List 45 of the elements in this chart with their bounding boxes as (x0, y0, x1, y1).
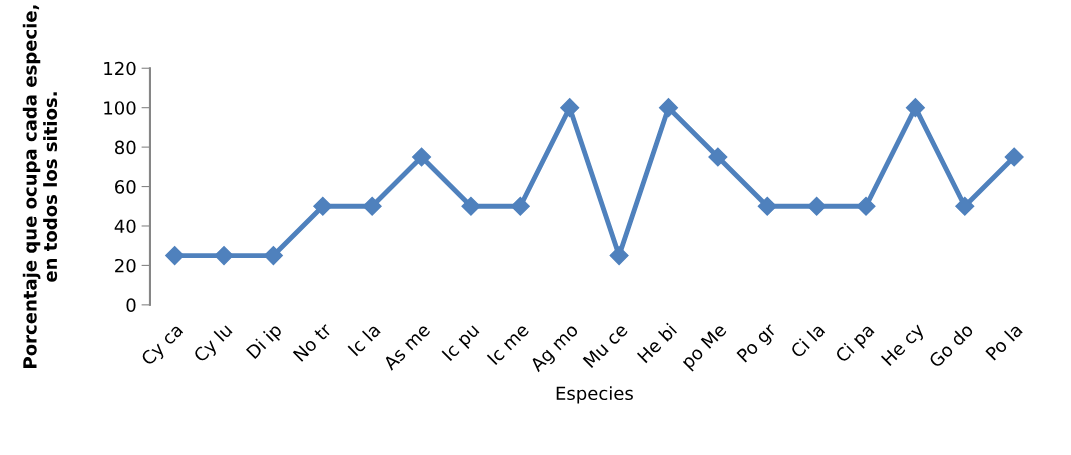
x-tick-label: Po la (984, 322, 1023, 361)
x-tick-label: Ag mo (529, 322, 582, 375)
point (1004, 147, 1024, 167)
point (510, 196, 530, 216)
x-axis-title: Especies (556, 386, 633, 404)
point (263, 246, 283, 266)
point (658, 98, 679, 118)
x-tick-label: po Me (680, 322, 730, 372)
y-tick-label: 60 (115, 180, 136, 194)
x-tick-label: Ic pu (441, 323, 483, 364)
point (807, 196, 827, 216)
x-tick-label: He bi (636, 322, 678, 364)
y-tick-label: 100 (104, 101, 136, 115)
point (165, 246, 185, 266)
x-tick-label: Cy lu (192, 322, 236, 366)
y-tick-label: 20 (115, 258, 136, 273)
x-tick-label: Mu ce (582, 322, 629, 369)
y-tick-label: 0 (126, 298, 136, 312)
point (905, 98, 925, 118)
x-tick-label: Po gr (736, 321, 780, 366)
point (362, 196, 382, 216)
point (560, 98, 580, 118)
x-tick-label: Di ip (245, 322, 286, 362)
x-tick-label: No tr (292, 321, 333, 362)
point (856, 196, 876, 216)
x-tick-label: Ci la (789, 322, 826, 359)
y-tick-label: 120 (104, 61, 136, 76)
point (412, 147, 432, 167)
y-axis-title: Porcentaje que ocupa cada especie, en todos los sitios. (22, 5, 58, 368)
point (609, 246, 629, 266)
point (461, 196, 481, 216)
point (708, 147, 728, 167)
x-tick-label: Ic me (486, 322, 530, 366)
x-tick-label: Ic la (347, 322, 381, 357)
point (757, 196, 777, 216)
x-tick-label: Ci pa (834, 322, 878, 366)
x-tick-label: Go do (927, 322, 974, 369)
x-tick-label: As me (382, 322, 431, 372)
point (313, 196, 333, 216)
point (214, 246, 234, 266)
x-tick-label: He cy (880, 322, 928, 369)
point (955, 196, 975, 216)
x-tick-label: Cy ca (140, 322, 186, 369)
y-tick-label: 80 (114, 140, 136, 155)
y-tick-label: 40 (114, 219, 136, 234)
